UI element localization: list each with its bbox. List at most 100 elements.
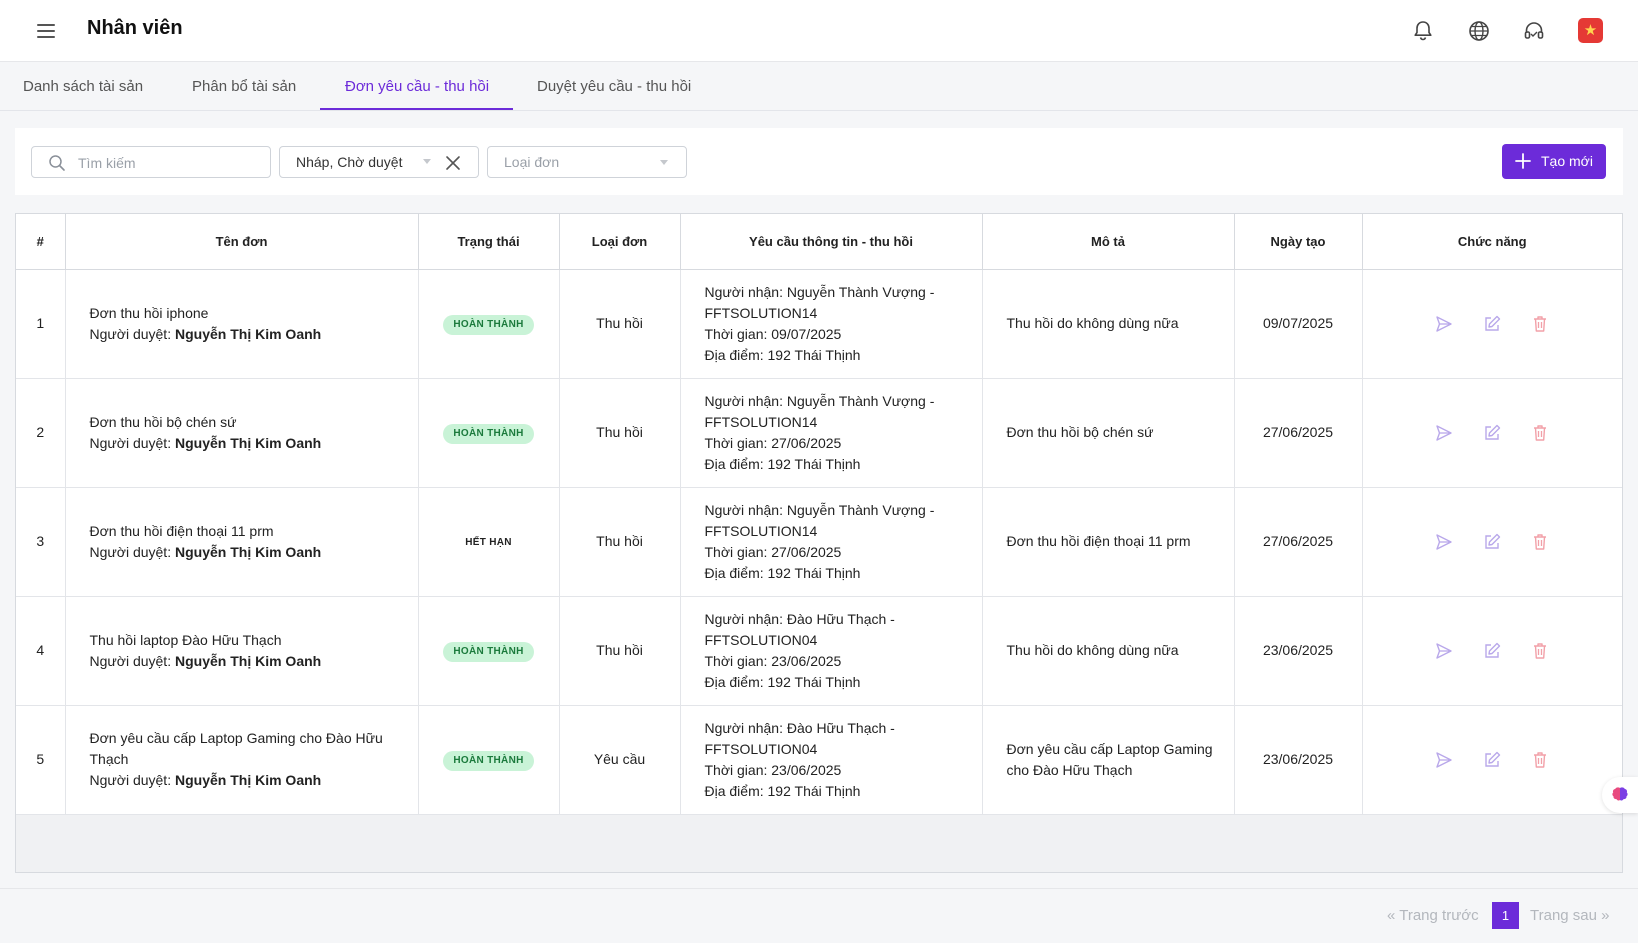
tab-asset-allocation[interactable]: Phân bổ tài sản [192,78,297,95]
status-badge: HOÀN THÀNH [443,751,534,771]
delete-icon[interactable] [1530,641,1550,661]
globe-icon[interactable] [1465,17,1493,45]
tab-bar: Danh sách tài sản Phân bổ tài sản Đơn yê… [0,62,1638,111]
approver-label: Người duyệt: [89,772,172,788]
status-badge: HOÀN THÀNH [443,315,534,335]
table-row: 5 Đơn yêu cầu cấp Laptop Gaming cho Đào H… [16,705,1622,815]
request-type: Thu hồi [559,487,681,597]
column-header: Ngày tạo [1234,214,1363,270]
request-name: Đơn thu hồi bộ chén sứ [89,413,237,430]
delete-icon[interactable] [1530,532,1550,552]
edit-icon[interactable] [1482,532,1502,552]
column-header: Chức năng [1362,214,1622,270]
info-line: Người nhận: Đào Hữu Thạch - [704,610,895,627]
row-actions [1363,532,1623,552]
delete-icon[interactable] [1530,750,1550,770]
table-row: 4 Thu hồi laptop Đào Hữu Thạch Người duyệt… [16,596,1623,706]
info-line: Địa điểm: 192 Thái Thịnh [704,564,861,581]
status-badge: HOÀN THÀNH [443,642,534,662]
approver-label: Người duyệt: [89,434,172,451]
tab-approve-request-recall[interactable]: Duyệt yêu cầu - thu hồi [537,78,692,95]
clear-icon[interactable] [444,154,462,172]
chevron-down-icon [660,160,668,165]
delete-icon[interactable] [1530,423,1550,443]
column-header: Mô tả [982,214,1235,270]
request-name: Thu hồi laptop Đào Hữu Thạch [89,631,282,648]
edit-icon[interactable] [1482,641,1502,661]
info-line: Địa điểm: 192 Thái Thịnh [704,673,861,690]
recall-info: Người nhận: Nguyễn Thành Vượng - FFTSOLUT… [680,378,983,488]
created-date: 23/06/2025 [1234,705,1363,815]
approver-name: Nguyễn Thị Kim Oanh [174,772,322,788]
table-row: 3 Đơn thu hồi điện thoại 11 prm Người duyệ… [16,487,1623,597]
requests-table: # Tên đơn Trạng thái Loại đơn Yêu cầu th… [16,214,1622,815]
page-number-button[interactable]: 1 [1492,902,1519,929]
table-row: 1 Đơn thu hồi iphone Người duyệt: Nguyễn T… [16,269,1622,379]
approver-name: Nguyễn Thị Kim Oanh [174,543,322,560]
vietnam-flag-icon[interactable]: ★ [1578,18,1603,43]
create-new-button[interactable]: Tạo mới [1502,144,1606,179]
description: Đơn thu hồi bộ chén sứ [982,378,1235,488]
info-line: Địa điểm: 192 Thái Thịnh [704,782,861,799]
created-date: 27/06/2025 [1234,378,1363,488]
info-line: Thời gian: 23/06/2025 [704,761,842,778]
next-page-button[interactable]: Trang sau » [1530,907,1610,924]
request-name: Đơn thu hồi iphone [89,304,209,321]
row-number: 3 [16,487,66,597]
info-line: Địa điểm: 192 Thái Thịnh [704,346,861,363]
row-actions [1363,641,1623,661]
send-icon[interactable] [1434,314,1454,334]
approver: Người duyệt: Nguyễn Thị Kim Oanh [90,542,398,563]
approver-label: Người duyệt: [89,543,172,560]
created-date: 27/06/2025 [1234,487,1363,597]
info-line: FFTSOLUTION14 [704,304,818,321]
type-filter-select[interactable]: Loại đơn [487,146,687,178]
info-line: Thời gian: 27/06/2025 [704,543,842,560]
recall-info: Người nhận: Đào Hữu Thạch - FFTSOLUTION04… [680,596,983,706]
approver: Người duyệt: Nguyễn Thị Kim Oanh [90,324,398,345]
description: Đơn yêu cầu cấp Laptop Gaming cho Đào Hữ… [982,705,1235,815]
description: Thu hồi do không dùng nữa [982,596,1235,706]
edit-icon[interactable] [1482,423,1502,443]
row-number: 5 [16,705,66,815]
table-header-row: # Tên đơn Trạng thái Loại đơn Yêu cầu th… [16,214,1622,270]
recall-info: Người nhận: Nguyễn Thành Vượng - FFTSOLUT… [680,487,983,597]
info-line: Thời gian: 23/06/2025 [704,652,842,669]
status-filter-select[interactable]: Nháp, Chờ duyệt [279,146,479,178]
send-icon[interactable] [1434,532,1454,552]
menu-icon[interactable] [34,20,58,42]
recall-info: Người nhận: Đào Hữu Thạch - FFTSOLUTION04… [680,705,983,815]
bell-icon[interactable] [1409,17,1437,45]
column-header: # [16,214,66,270]
request-type: Thu hồi [559,269,681,379]
column-header: Loại đơn [559,214,681,270]
requests-table-container: # Tên đơn Trạng thái Loại đơn Yêu cầu th… [15,213,1623,873]
info-line: FFTSOLUTION14 [704,522,818,539]
tab-request-recall[interactable]: Đơn yêu cầu - thu hồi [345,78,490,95]
column-header: Trạng thái [418,214,560,270]
column-header: Tên đơn [65,214,419,270]
info-line: FFTSOLUTION04 [704,631,818,648]
description: Thu hồi do không dùng nữa [982,269,1235,379]
page-title: Nhân viên [87,17,183,39]
edit-icon[interactable] [1482,750,1502,770]
pagination: « Trang trước 1 Trang sau » [0,888,1638,943]
search-icon [49,155,65,171]
row-number: 2 [16,378,66,488]
status-badge: HOÀN THÀNH [443,424,534,444]
row-actions [1363,423,1623,443]
send-icon[interactable] [1434,423,1454,443]
search-input[interactable] [78,152,258,174]
headset-icon[interactable] [1520,17,1548,45]
delete-icon[interactable] [1530,314,1550,334]
status-filter-value: Nháp, Chờ duyệt [296,154,403,170]
edit-icon[interactable] [1482,314,1502,334]
info-line: Địa điểm: 192 Thái Thịnh [704,455,861,472]
send-icon[interactable] [1434,750,1454,770]
send-icon[interactable] [1434,641,1454,661]
tab-asset-list[interactable]: Danh sách tài sản [23,78,144,95]
assistant-floating-button[interactable] [1602,777,1638,813]
recall-info: Người nhận: Nguyễn Thành Vượng - FFTSOLUT… [680,269,983,379]
request-name: Đơn yêu cầu cấp Laptop Gaming cho Đào Hữ… [89,730,383,767]
previous-page-button[interactable]: « Trang trước [1387,907,1479,924]
